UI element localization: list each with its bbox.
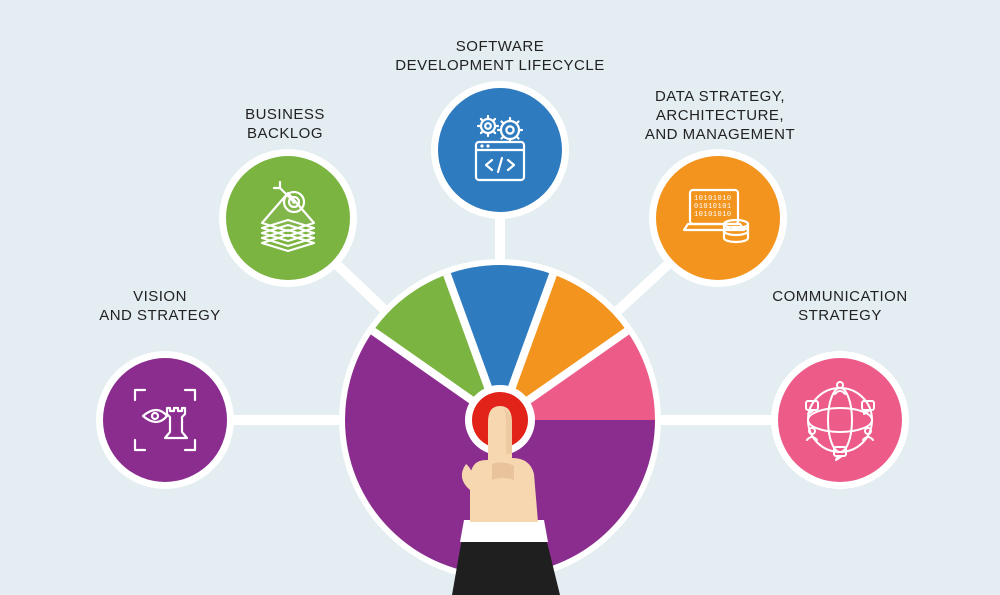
- label-backlog: BUSINESS BACKLOG: [145, 106, 425, 144]
- node-fill-comms: [778, 358, 902, 482]
- node-backlog: [219, 149, 357, 287]
- node-vision: [96, 351, 234, 489]
- node-data: 101010100101010110101010: [649, 149, 787, 287]
- svg-text:10101010: 10101010: [694, 211, 732, 219]
- label-sdlc: SOFTWARE DEVELOPMENT LIFECYCLE: [360, 38, 640, 76]
- label-comms: COMMUNICATION STRATEGY: [700, 288, 980, 326]
- node-sdlc: [431, 81, 569, 219]
- node-comms: [771, 351, 909, 489]
- label-vision: VISION AND STRATEGY: [20, 288, 300, 326]
- node-fill-vision: [103, 358, 227, 482]
- infographic-stage: 101010100101010110101010 VISION AND STRA…: [0, 0, 1000, 595]
- svg-text:01010101: 01010101: [694, 203, 732, 211]
- svg-text:10101010: 10101010: [694, 195, 732, 203]
- label-data: DATA STRATEGY, ARCHITECTURE, AND MANAGEM…: [580, 88, 860, 144]
